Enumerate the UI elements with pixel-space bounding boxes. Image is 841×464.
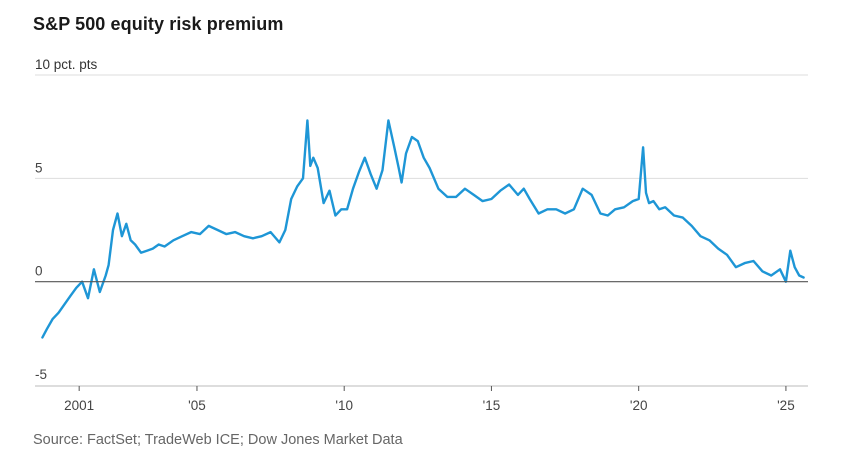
x-tick-label: '10 (335, 398, 353, 413)
y-tick-label: 5 (35, 160, 43, 175)
y-axis-labels: 10 pct. pts 5 0 -5 (35, 57, 98, 382)
x-tick-label: 2001 (64, 398, 94, 413)
chart-title: S&P 500 equity risk premium (33, 14, 284, 34)
x-tick-label: '25 (777, 398, 795, 413)
y-tick-label: 0 (35, 264, 43, 279)
series-layer (41, 119, 805, 339)
series-line-0 (41, 119, 805, 339)
x-tick-label: '15 (483, 398, 501, 413)
gridlines (35, 74, 808, 179)
source-note: Source: FactSet; TradeWeb ICE; Dow Jones… (33, 432, 403, 448)
x-tick-label: '05 (188, 398, 206, 413)
x-tick-label: '20 (630, 398, 648, 413)
y-tick-label: 10 pct. pts (35, 57, 98, 72)
x-axis: 2001 '05 '10 '15 '20 '25 (35, 281, 808, 413)
y-tick-label: -5 (35, 367, 47, 382)
